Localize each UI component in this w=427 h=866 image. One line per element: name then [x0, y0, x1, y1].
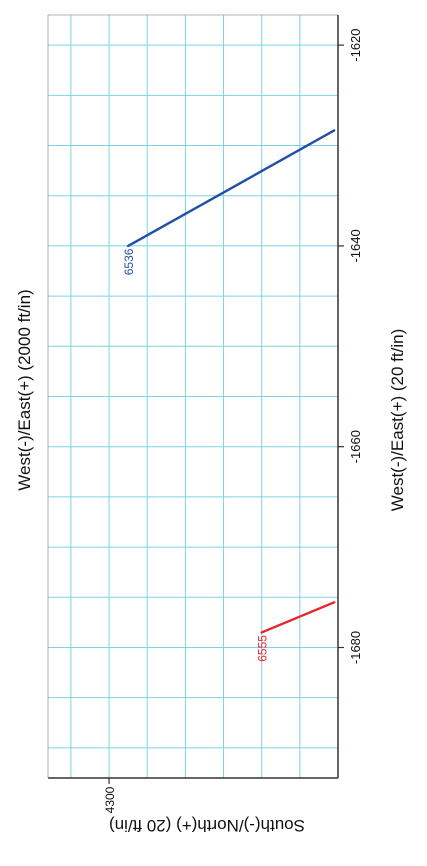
series-layer: [126, 129, 336, 634]
y-axis-label: South(-)/North(+) (20 ft/in): [109, 816, 305, 835]
series-line-6555: [260, 601, 336, 634]
tick-labels: -1620 -1640 -1660 -1680 4300: [103, 28, 363, 813]
tick-marks: [108, 44, 344, 784]
x-tick-label: -1620: [348, 28, 363, 61]
series-label-6555: 6555: [256, 635, 270, 662]
axes: [47, 14, 339, 779]
x-tick-label: -1640: [348, 229, 363, 262]
series-label-6536: 6536: [122, 248, 136, 275]
y-tick-label: 4300: [103, 786, 117, 813]
x-tick-label: -1660: [348, 430, 363, 463]
x-axis-label: West(-)/East(+) (20 ft/in): [388, 329, 407, 511]
chart-title-top: West(-)/East(+) (2000 ft/in): [15, 289, 34, 490]
series-labels: 6536 6555: [122, 248, 270, 662]
series-line-6536: [126, 129, 336, 248]
grid-lines: [48, 15, 339, 778]
x-tick-label: -1680: [348, 631, 363, 664]
